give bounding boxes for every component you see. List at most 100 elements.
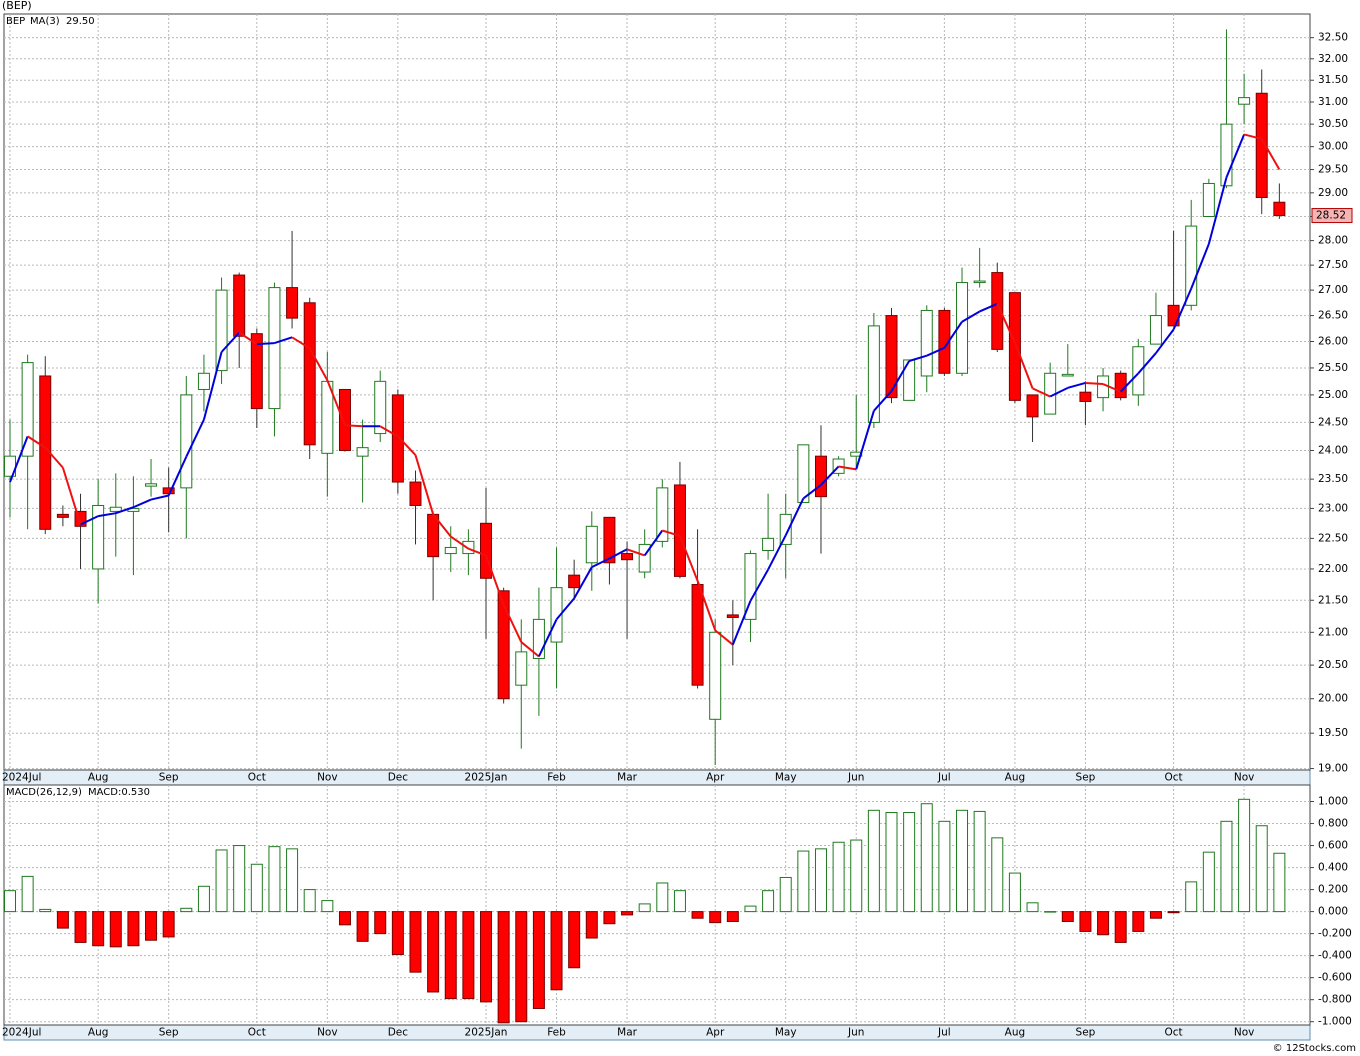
candle-body [709, 631, 722, 720]
y-tick-label: 30.50 [1318, 118, 1348, 130]
y-tick-label: 22.50 [1318, 532, 1348, 544]
macd-bar [1149, 911, 1162, 919]
macd-bar [338, 911, 351, 926]
ma-segment [80, 515, 99, 526]
candle-body [497, 590, 510, 700]
candle-body [956, 282, 969, 374]
macd-bar [956, 809, 969, 913]
macd-bar [1114, 911, 1127, 943]
macd-bar [1026, 902, 1039, 913]
macd-bar [233, 845, 246, 913]
y-tick-label: 26.50 [1318, 310, 1348, 322]
ma-segment [873, 390, 893, 412]
macd-bar [550, 911, 563, 991]
candle-body [233, 274, 246, 337]
y-tick-label: 0.200 [1318, 884, 1348, 896]
candle-body [1149, 315, 1162, 345]
ma-segment [520, 641, 540, 658]
candle-body [268, 287, 281, 410]
x-tick-label: Dec [388, 772, 409, 784]
macd-bar [673, 890, 686, 913]
ma-segment [202, 351, 223, 420]
ma-segment [714, 629, 734, 646]
ma-segment [1155, 328, 1175, 354]
y-tick-label: 0.400 [1318, 862, 1348, 874]
x-tick-label: Oct [1165, 1027, 1183, 1039]
ma-segment [767, 534, 787, 571]
macd-bar [409, 911, 422, 973]
x-tick-label: 2025Jan [465, 1027, 508, 1039]
ma-segment [274, 336, 293, 345]
macd-bar [480, 911, 493, 1003]
macd-bar [444, 911, 457, 1000]
candle-body [550, 587, 563, 643]
y-tick-label: 20.50 [1318, 659, 1348, 671]
ma-segment [133, 498, 152, 509]
candle-body [867, 325, 880, 423]
macd-bar [885, 812, 898, 913]
ma-segment [1102, 383, 1122, 393]
macd-bar [814, 848, 827, 913]
y-tick-label: 0.600 [1318, 840, 1348, 852]
candle-body [338, 388, 351, 451]
x-tick-label: 2025Jan [465, 772, 508, 784]
x-tick-label: Dec [388, 1027, 409, 1039]
macd-bar [1044, 911, 1057, 913]
ma-segment [414, 454, 435, 515]
ma-segment [731, 600, 752, 646]
x-tick-label: May [775, 1027, 797, 1039]
ma-segment [890, 360, 910, 392]
ma-segment [485, 555, 505, 606]
macd-bar [850, 839, 863, 913]
candle-body [515, 651, 528, 686]
macd-bar [532, 911, 545, 1009]
macd-bar [832, 841, 845, 913]
y-tick-label: -0.400 [1318, 950, 1352, 962]
x-tick-label: Oct [248, 1027, 266, 1039]
macd-bar [1167, 911, 1180, 914]
y-tick-label: 0.800 [1318, 818, 1348, 830]
legend-value: 29.50 [66, 16, 95, 27]
macd-bar [585, 911, 598, 939]
ma-segment [573, 566, 593, 599]
ma-segment [1013, 342, 1034, 389]
ma-segment [502, 604, 523, 643]
ma-segment [591, 557, 610, 568]
y-tick-label: 19.00 [1318, 763, 1348, 775]
macd-bar [197, 885, 210, 913]
macd-bar [938, 820, 951, 913]
ma-segment [555, 597, 575, 621]
macd-bar [321, 900, 334, 913]
ma-segment [220, 331, 240, 353]
candle-body [444, 546, 457, 555]
ma-segment [308, 347, 329, 381]
x-tick-label: Apr [706, 772, 725, 784]
macd-bar [74, 911, 87, 943]
candle-body [762, 537, 775, 552]
macd-bar [744, 905, 757, 913]
ma-segment [468, 547, 487, 557]
candle-body [973, 280, 986, 284]
ma-segment [256, 342, 275, 346]
candle-body [1008, 292, 1021, 401]
ma-segment [838, 465, 857, 471]
ma-segment [1260, 138, 1281, 171]
macd-bar [726, 911, 739, 923]
ma-segment [115, 506, 134, 515]
macd-bar [286, 848, 299, 913]
candle-body [391, 394, 404, 483]
ma-segment [326, 379, 346, 426]
ma-segment [1207, 177, 1228, 245]
legend-label: BEP [6, 16, 25, 27]
ma-segment [1190, 243, 1210, 289]
x-tick-label: Nov [317, 1027, 338, 1039]
ma-segment [784, 497, 805, 536]
ma-segment [926, 346, 945, 357]
x-tick-label: Jul [937, 1027, 951, 1039]
y-tick-label: 21.00 [1318, 626, 1348, 638]
x-tick-label: Feb [547, 772, 566, 784]
x-tick-label: Mar [617, 772, 637, 784]
time-axis-strip [3, 1024, 1311, 1041]
macd-bar [92, 911, 105, 947]
